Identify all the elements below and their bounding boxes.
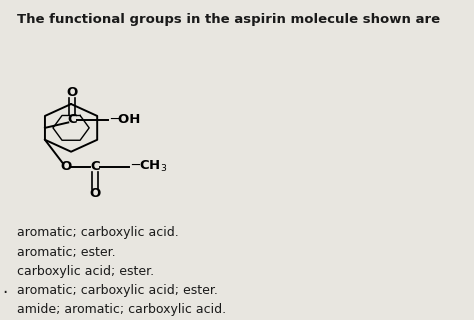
Text: The functional groups in the aspirin molecule shown are: The functional groups in the aspirin mol… [17, 13, 440, 27]
Text: aromatic; carboxylic acid.: aromatic; carboxylic acid. [17, 227, 179, 239]
Text: O: O [67, 86, 78, 100]
Text: ─OH: ─OH [110, 113, 141, 126]
Text: ─CH$_3$: ─CH$_3$ [131, 159, 167, 174]
Text: carboxylic acid; ester.: carboxylic acid; ester. [17, 265, 154, 277]
Text: O: O [89, 187, 100, 200]
Text: O: O [60, 160, 72, 173]
Text: amide; aromatic; carboxylic acid.: amide; aromatic; carboxylic acid. [17, 303, 226, 316]
Text: C: C [90, 160, 100, 173]
Text: ·: · [3, 284, 8, 302]
Text: aromatic; carboxylic acid; ester.: aromatic; carboxylic acid; ester. [17, 284, 218, 297]
Text: aromatic; ester.: aromatic; ester. [17, 245, 115, 259]
Text: C: C [67, 113, 77, 126]
